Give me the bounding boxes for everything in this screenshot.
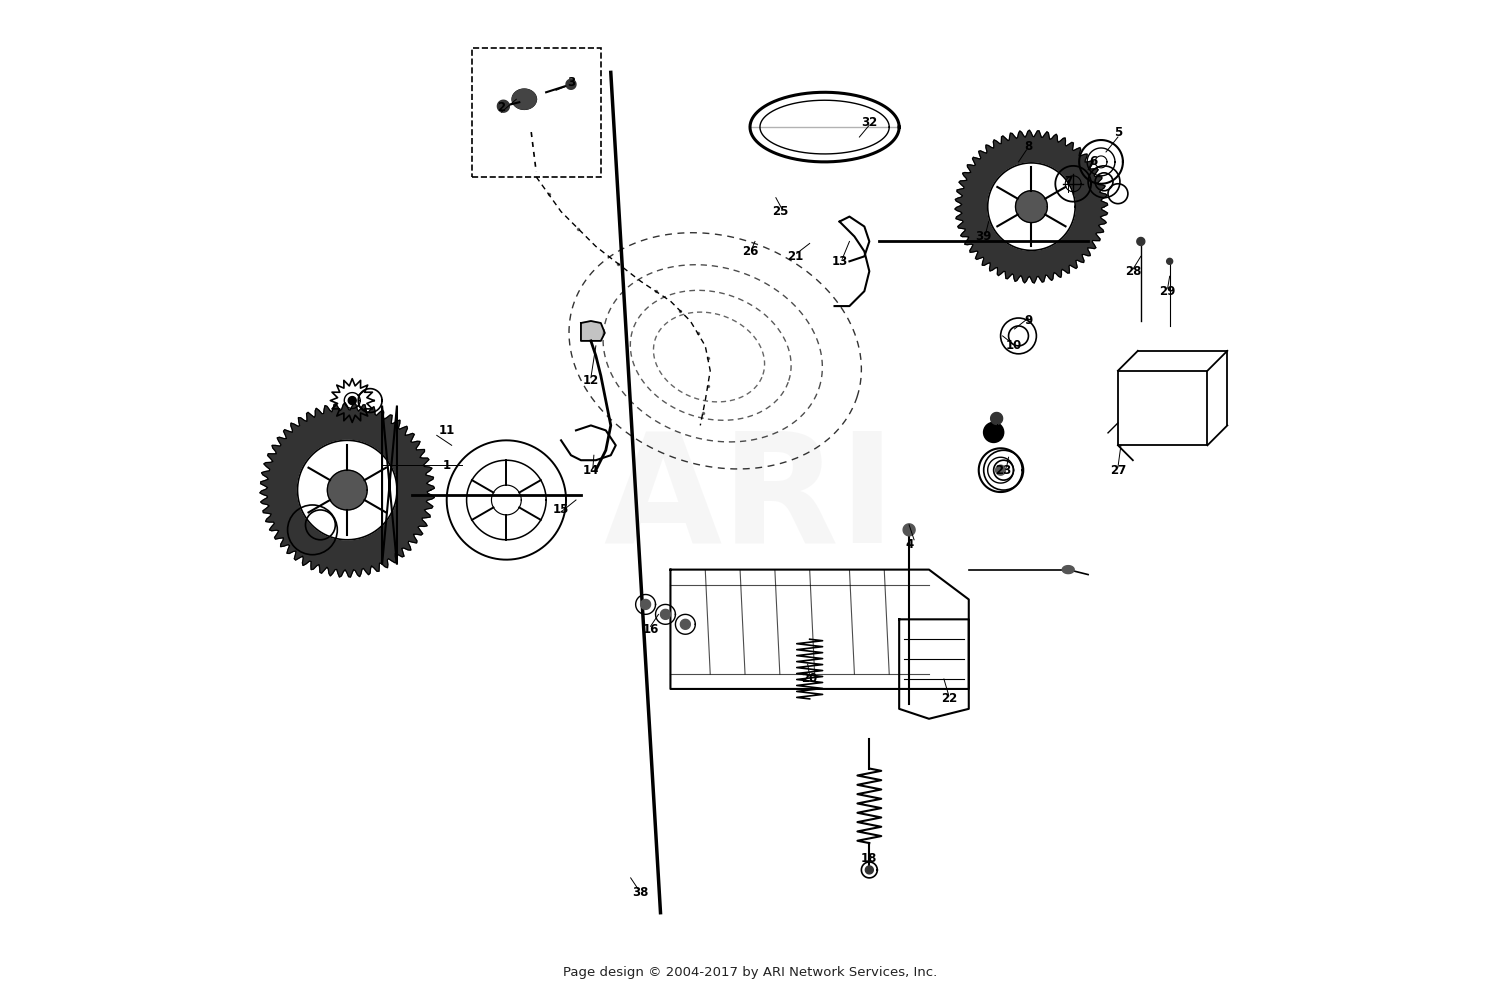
Text: 21: 21: [786, 250, 802, 263]
Polygon shape: [1137, 237, 1144, 245]
Polygon shape: [987, 163, 1076, 250]
Text: 12: 12: [584, 374, 598, 387]
Circle shape: [984, 422, 1004, 442]
Polygon shape: [903, 524, 915, 536]
Text: 14: 14: [582, 464, 598, 477]
Text: ARI: ARI: [603, 426, 897, 574]
Text: 28: 28: [1125, 265, 1142, 278]
Text: 3: 3: [567, 76, 574, 89]
Text: 25: 25: [771, 205, 788, 218]
Polygon shape: [498, 100, 510, 112]
Text: 24: 24: [986, 429, 1002, 442]
Text: 39: 39: [975, 230, 992, 243]
Polygon shape: [990, 412, 1002, 424]
Text: 11: 11: [438, 424, 454, 437]
Polygon shape: [640, 599, 651, 609]
Polygon shape: [348, 397, 355, 405]
Text: 6: 6: [1089, 155, 1096, 168]
Polygon shape: [260, 403, 435, 577]
Text: 7: 7: [1064, 175, 1072, 188]
Polygon shape: [865, 866, 873, 874]
Text: 15: 15: [554, 503, 568, 516]
Text: Page design © 2004-2017 by ARI Network Services, Inc.: Page design © 2004-2017 by ARI Network S…: [562, 966, 938, 979]
Polygon shape: [513, 89, 535, 109]
Text: 26: 26: [742, 245, 758, 258]
Polygon shape: [327, 470, 368, 510]
Polygon shape: [580, 321, 604, 341]
Text: 13: 13: [831, 255, 848, 268]
Text: 18: 18: [861, 851, 877, 864]
Text: 9: 9: [1024, 314, 1032, 327]
Text: 20: 20: [801, 672, 818, 686]
Polygon shape: [566, 79, 576, 89]
Polygon shape: [1016, 191, 1047, 223]
Text: 23: 23: [996, 464, 1011, 477]
Polygon shape: [297, 440, 398, 540]
Text: 2: 2: [498, 101, 506, 114]
Polygon shape: [996, 465, 1005, 475]
Text: 1: 1: [442, 459, 452, 472]
Polygon shape: [660, 609, 670, 619]
Polygon shape: [1062, 566, 1074, 574]
Bar: [471, 48, 602, 177]
Text: 32: 32: [861, 116, 877, 129]
Polygon shape: [681, 619, 690, 629]
Text: 29: 29: [1160, 285, 1176, 298]
Polygon shape: [956, 130, 1107, 283]
Text: 22: 22: [940, 692, 957, 705]
Text: 8: 8: [1024, 140, 1032, 153]
Text: 16: 16: [642, 623, 658, 636]
Text: 4: 4: [904, 538, 914, 551]
Text: 10: 10: [1005, 339, 1022, 352]
Text: 27: 27: [1110, 464, 1126, 477]
Text: 5: 5: [1114, 126, 1122, 139]
Text: 38: 38: [633, 886, 650, 899]
Polygon shape: [1167, 258, 1173, 264]
